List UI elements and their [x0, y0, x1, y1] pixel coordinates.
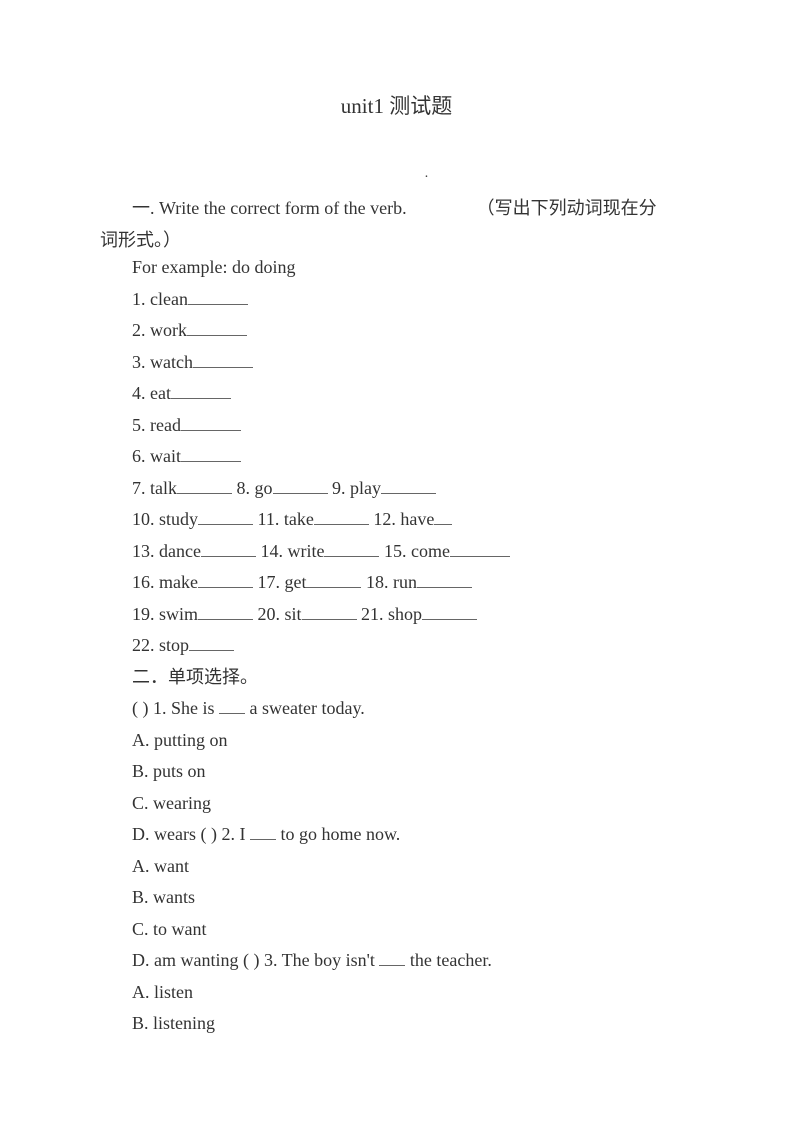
item-2: 2. work [132, 315, 693, 347]
item-3-text: 3. watch [132, 352, 193, 372]
blank[interactable] [201, 539, 256, 557]
section2-heading: 二．单项选择。 [132, 662, 693, 694]
separator-dot: · [160, 170, 693, 186]
blank[interactable] [188, 287, 248, 305]
blank[interactable] [187, 318, 247, 336]
section1-instruction: 一. Write the correct form of the verb. （写… [100, 192, 693, 224]
item-11-text: 11. take [253, 509, 314, 529]
item-1: 1. clean [132, 284, 693, 316]
blank[interactable] [250, 822, 276, 840]
q1-optA: A. putting on [132, 725, 693, 757]
item-5: 5. read [132, 410, 693, 442]
item-5-text: 5. read [132, 415, 181, 435]
q2-optD-q3-a: D. am wanting ( ) 3. The boy isn't [132, 950, 379, 970]
blank[interactable] [381, 476, 436, 494]
item-21-text: 21. shop [357, 604, 423, 624]
q1-optC: C. wearing [132, 788, 693, 820]
item-1-text: 1. clean [132, 289, 188, 309]
item-6-text: 6. wait [132, 446, 181, 466]
blank[interactable] [189, 633, 234, 651]
item-17-text: 17. get [253, 572, 307, 592]
item-4-text: 4. eat [132, 383, 171, 403]
blank[interactable] [198, 602, 253, 620]
item-8-text: 8. go [232, 478, 273, 498]
blank[interactable] [273, 476, 328, 494]
q3-optB: B. listening [132, 1008, 693, 1040]
q1-stem-a: ( ) 1. She is [132, 698, 219, 718]
item-3: 3. watch [132, 347, 693, 379]
item-7-text: 7. talk [132, 478, 177, 498]
blank[interactable] [379, 948, 405, 966]
section1-cn-cont: 词形式。） [100, 226, 693, 252]
item-13-text: 13. dance [132, 541, 201, 561]
blank[interactable] [181, 413, 241, 431]
items-7-9: 7. talk 8. go 9. play [132, 473, 693, 505]
item-22: 22. stop [132, 630, 693, 662]
items-10-12: 10. study 11. take 12. have [132, 504, 693, 536]
blank[interactable] [302, 602, 357, 620]
section1-cn: （写出下列动词现在分 [477, 198, 657, 218]
q1-optD-q2-stem: D. wears ( ) 2. I to go home now. [132, 819, 693, 851]
section1-num: 一 [132, 198, 150, 218]
item-19-text: 19. swim [132, 604, 198, 624]
q2-optA: A. want [132, 851, 693, 883]
q1-optD-q2-b: to go home now. [276, 824, 400, 844]
blank[interactable] [177, 476, 232, 494]
items-19-21: 19. swim 20. sit 21. shop [132, 599, 693, 631]
item-18-text: 18. run [361, 572, 417, 592]
example-line: For example: do doing [132, 252, 693, 284]
blank[interactable] [450, 539, 510, 557]
items-16-18: 16. make 17. get 18. run [132, 567, 693, 599]
q2-optD-q3-stem: D. am wanting ( ) 3. The boy isn't the t… [132, 945, 693, 977]
item-16-text: 16. make [132, 572, 198, 592]
q1-stem: ( ) 1. She is a sweater today. [132, 693, 693, 725]
q1-stem-b: a sweater today. [245, 698, 365, 718]
item-4: 4. eat [132, 378, 693, 410]
item-22-text: 22. stop [132, 635, 189, 655]
q3-optA: A. listen [132, 977, 693, 1009]
item-9-text: 9. play [328, 478, 382, 498]
item-6: 6. wait [132, 441, 693, 473]
q2-optD-q3-b: the teacher. [405, 950, 491, 970]
section1-en: . Write the correct form of the verb. [150, 198, 407, 218]
q1-optD-q2-a: D. wears ( ) 2. I [132, 824, 250, 844]
q2-optB: B. wants [132, 882, 693, 914]
blank[interactable] [422, 602, 477, 620]
item-14-text: 14. write [256, 541, 324, 561]
blank[interactable] [324, 539, 379, 557]
worksheet-page: unit1 测试题 · 一. Write the correct form of… [0, 0, 793, 1100]
blank[interactable] [181, 444, 241, 462]
blank[interactable] [306, 570, 361, 588]
blank[interactable] [314, 507, 369, 525]
blank[interactable] [171, 381, 231, 399]
item-20-text: 20. sit [253, 604, 302, 624]
q2-optC: C. to want [132, 914, 693, 946]
page-title: unit1 测试题 [100, 90, 693, 120]
blank[interactable] [198, 570, 253, 588]
items-13-15: 13. dance 14. write 15. come [132, 536, 693, 568]
item-2-text: 2. work [132, 320, 187, 340]
blank[interactable] [198, 507, 253, 525]
q1-optB: B. puts on [132, 756, 693, 788]
blank[interactable] [193, 350, 253, 368]
blank[interactable] [219, 696, 245, 714]
blank[interactable] [417, 570, 472, 588]
item-10-text: 10. study [132, 509, 198, 529]
item-12-text: 12. have [369, 509, 434, 529]
item-15-text: 15. come [379, 541, 449, 561]
blank[interactable] [434, 507, 452, 525]
